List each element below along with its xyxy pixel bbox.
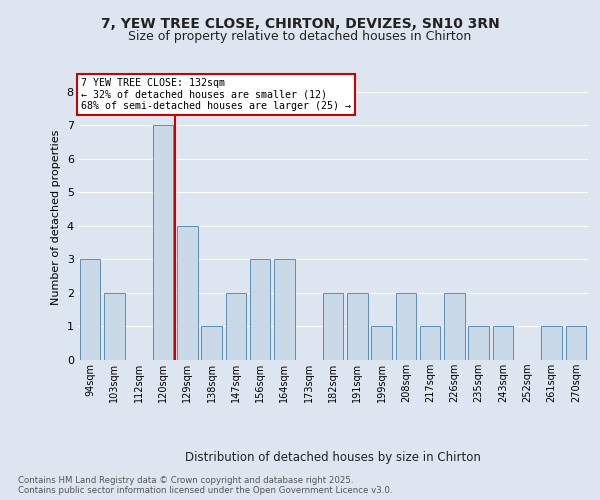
Bar bbox=[566, 326, 586, 360]
Bar bbox=[395, 293, 416, 360]
Text: 7 YEW TREE CLOSE: 132sqm
← 32% of detached houses are smaller (12)
68% of semi-d: 7 YEW TREE CLOSE: 132sqm ← 32% of detach… bbox=[80, 78, 350, 111]
Bar bbox=[80, 260, 100, 360]
Bar bbox=[201, 326, 222, 360]
Y-axis label: Number of detached properties: Number of detached properties bbox=[51, 130, 61, 305]
Bar bbox=[226, 293, 246, 360]
Bar bbox=[274, 260, 295, 360]
Bar bbox=[323, 293, 343, 360]
Bar bbox=[250, 260, 271, 360]
Bar bbox=[177, 226, 197, 360]
Text: 7, YEW TREE CLOSE, CHIRTON, DEVIZES, SN10 3RN: 7, YEW TREE CLOSE, CHIRTON, DEVIZES, SN1… bbox=[101, 18, 499, 32]
Bar bbox=[152, 126, 173, 360]
Bar bbox=[371, 326, 392, 360]
Bar bbox=[420, 326, 440, 360]
Bar bbox=[347, 293, 368, 360]
Text: Distribution of detached houses by size in Chirton: Distribution of detached houses by size … bbox=[185, 451, 481, 464]
Bar bbox=[104, 293, 125, 360]
Bar bbox=[493, 326, 514, 360]
Bar bbox=[541, 326, 562, 360]
Text: Size of property relative to detached houses in Chirton: Size of property relative to detached ho… bbox=[128, 30, 472, 43]
Text: Contains HM Land Registry data © Crown copyright and database right 2025.
Contai: Contains HM Land Registry data © Crown c… bbox=[18, 476, 392, 495]
Bar bbox=[444, 293, 465, 360]
Bar bbox=[469, 326, 489, 360]
